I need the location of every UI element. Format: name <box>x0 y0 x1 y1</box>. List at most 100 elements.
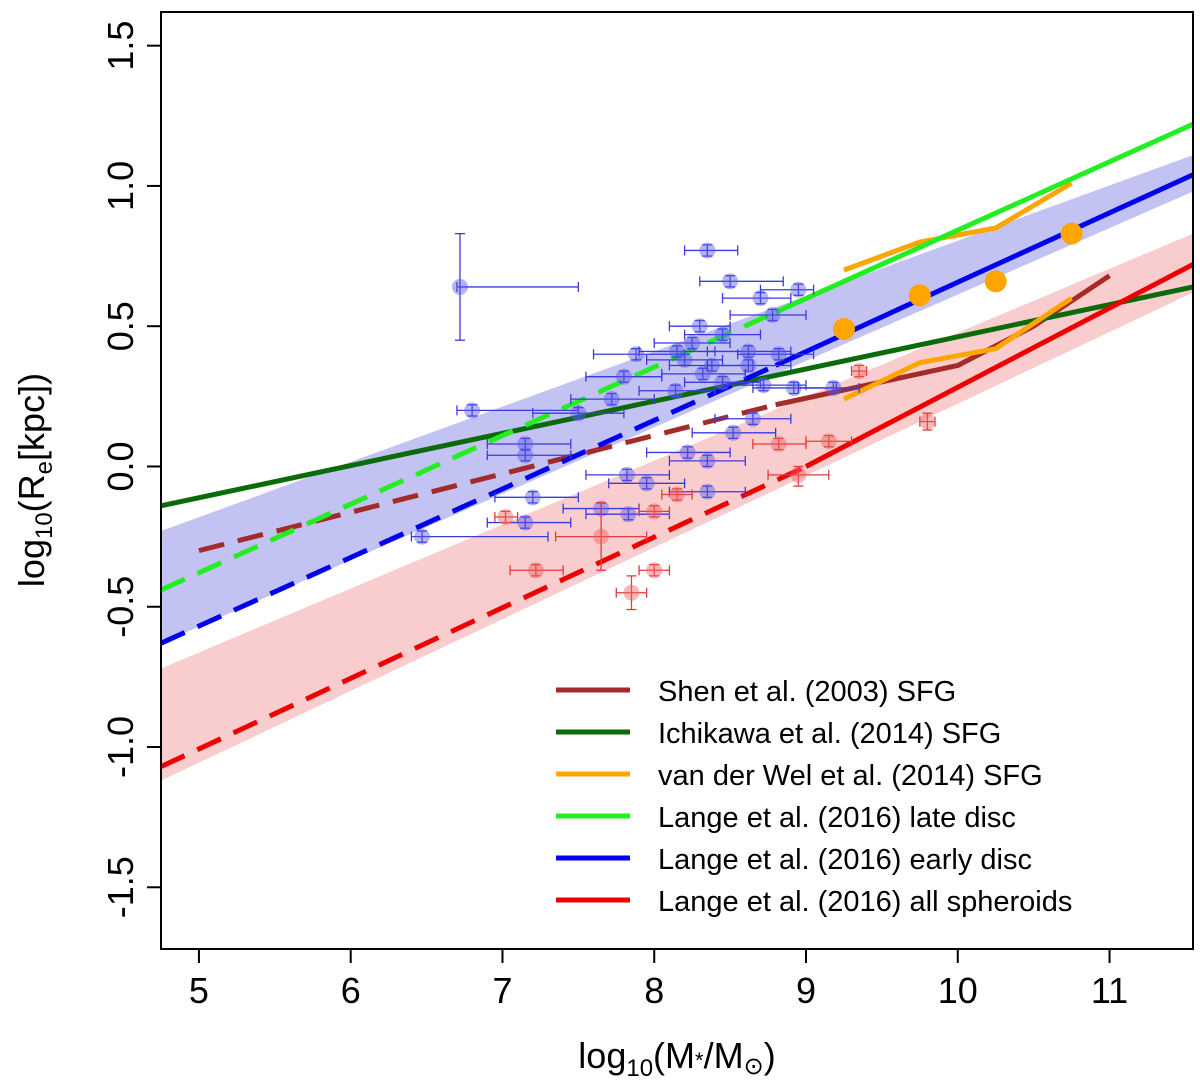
orange-point-1 <box>908 284 931 307</box>
blue-point-34 <box>668 483 746 500</box>
blue-marker-32 <box>618 466 635 483</box>
blue-marker-9 <box>714 326 731 343</box>
blue-point-30 <box>645 444 731 461</box>
red-marker-2 <box>820 433 837 450</box>
blue-point-9 <box>683 326 762 343</box>
blue-marker-25 <box>570 405 587 422</box>
blue-marker-14 <box>676 351 693 368</box>
blue-marker-34 <box>699 483 716 500</box>
red-point-6 <box>638 503 671 520</box>
blue-marker-2 <box>699 242 716 259</box>
red-point-4 <box>767 465 830 487</box>
y-axis-label: log10(Re[kpc]) <box>11 373 58 587</box>
blue-point-16 <box>706 357 792 374</box>
red-marker-7 <box>497 508 514 525</box>
blue-marker-35 <box>524 489 541 506</box>
red-point-9 <box>509 562 564 579</box>
red-point-10 <box>638 562 671 579</box>
red-point-1 <box>919 412 936 431</box>
blue-marker-5 <box>790 281 807 298</box>
orange-point-0 <box>832 318 855 341</box>
blue-marker-0 <box>451 278 468 295</box>
red-point-7 <box>494 508 519 525</box>
red-marker-3 <box>770 436 787 453</box>
band-0 <box>161 155 1193 644</box>
blue-point-2 <box>683 242 739 259</box>
legend-label-0: Shen et al. (2003) SFG <box>658 676 956 708</box>
legend-label-5: Lange et al. (2016) all spheroids <box>658 886 1072 918</box>
blue-marker-4 <box>752 290 769 307</box>
legend: Shen et al. (2003) SFG Ichikawa et al. (2… <box>556 676 1072 918</box>
red-marker-5 <box>669 486 685 503</box>
line-10 <box>804 262 1193 469</box>
y-tick-label-5: 1.0 <box>100 161 141 211</box>
blue-marker-26 <box>744 410 761 427</box>
x-label-end: ) <box>764 1035 776 1076</box>
data-points <box>410 222 1083 611</box>
blue-marker-23 <box>825 379 842 396</box>
blue-point-8 <box>653 335 731 352</box>
blue-marker-29 <box>517 447 534 464</box>
blue-marker-37 <box>620 506 637 523</box>
red-marker-6 <box>646 503 663 520</box>
blue-point-6 <box>668 318 731 335</box>
blue-marker-38 <box>517 514 534 531</box>
y-axis: -1.5 -1.0 -0.5 0.0 0.5 1.0 1.5 <box>100 21 161 918</box>
x-tick-label-5: 10 <box>938 970 978 1011</box>
red-marker-1 <box>919 413 936 430</box>
line-7 <box>161 363 777 646</box>
red-point-0 <box>850 363 868 380</box>
blue-marker-30 <box>679 444 696 461</box>
blue-point-37 <box>585 506 671 523</box>
blue-point-3 <box>699 273 784 290</box>
blue-marker-11 <box>669 343 685 360</box>
blue-marker-39 <box>414 528 431 545</box>
blue-point-39 <box>410 528 549 545</box>
legend-label-2: van der Wel et al. (2014) SFG <box>658 760 1043 792</box>
red-marker-0 <box>851 363 868 380</box>
line-5 <box>161 309 777 593</box>
line-3 <box>843 180 1073 273</box>
blue-point-29 <box>486 447 572 464</box>
blue-marker-33 <box>638 475 655 492</box>
line-0 <box>198 402 777 554</box>
blue-marker-7 <box>764 306 781 323</box>
red-point-5 <box>661 486 693 503</box>
blue-point-0 <box>451 232 580 341</box>
red-marker-11 <box>623 584 640 601</box>
blue-point-26 <box>714 410 792 427</box>
blue-marker-28 <box>517 436 534 453</box>
blue-marker-13 <box>770 346 787 363</box>
blue-marker-1 <box>464 402 481 419</box>
blue-marker-31 <box>699 452 716 469</box>
y-label-end: [kpc]) <box>11 373 52 461</box>
x-label-star: * <box>695 1048 704 1073</box>
x-tick-label-6: 11 <box>1091 970 1128 1011</box>
y-tick-label-6: 1.5 <box>100 21 141 71</box>
blue-point-25 <box>532 405 625 422</box>
blue-marker-20 <box>755 377 772 394</box>
blue-marker-27 <box>725 424 742 441</box>
x-tick-label-3: 8 <box>644 970 664 1011</box>
blue-point-13 <box>737 346 815 363</box>
red-point-2 <box>805 433 853 450</box>
blue-marker-3 <box>722 273 739 290</box>
legend-label-3: Lange et al. (2016) late disc <box>658 802 1016 834</box>
blue-point-31 <box>668 452 746 469</box>
blue-marker-6 <box>691 318 708 335</box>
blue-point-24 <box>570 391 655 408</box>
orange-point-3 <box>1060 222 1083 245</box>
y-label-sub: 10 <box>31 512 58 539</box>
legend-label-4: Lange et al. (2016) early disc <box>658 844 1032 876</box>
blue-point-35 <box>494 489 580 506</box>
red-point-3 <box>752 436 807 453</box>
blue-marker-8 <box>684 335 701 352</box>
blue-point-12 <box>706 343 792 360</box>
blue-point-7 <box>729 306 807 323</box>
y-tick-label-2: -0.5 <box>100 576 141 638</box>
blue-marker-17 <box>694 365 711 382</box>
legend-label-1: Ichikawa et al. (2014) SFG <box>658 718 1001 750</box>
x-label-sub: 10 <box>626 1055 653 1082</box>
red-marker-8 <box>593 528 610 545</box>
x-tick-label-0: 5 <box>189 970 209 1011</box>
